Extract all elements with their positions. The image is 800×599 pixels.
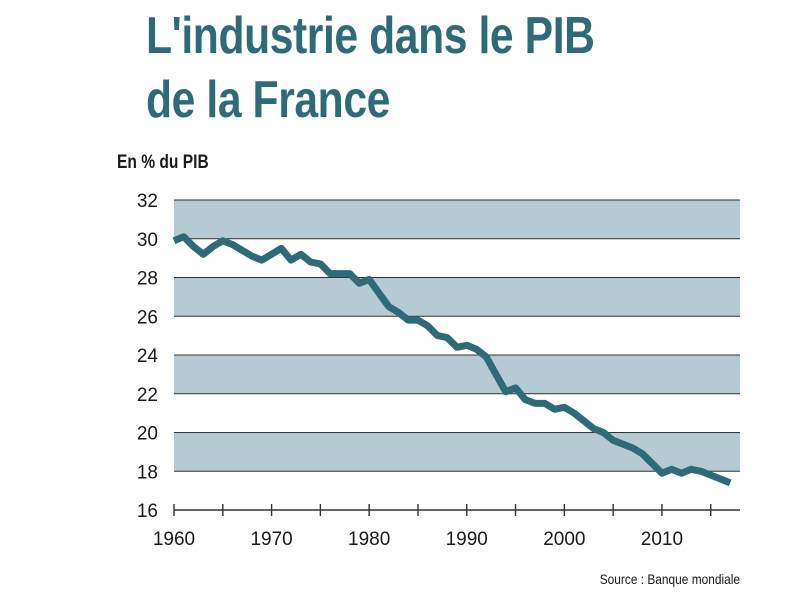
x-tick-label-1980: 1980 — [348, 529, 390, 550]
y-tick-label-26: 26 — [137, 307, 158, 328]
chart-title: L'industrie dans le PIB de la France — [146, 4, 654, 132]
chart-gridlines — [174, 199, 740, 511]
x-axis-ticks: 1960 1970 1980 1990 2000 2010 — [153, 504, 712, 550]
band-30-32 — [174, 200, 740, 239]
chart-series — [172, 233, 732, 487]
x-tick-label-1960: 1960 — [153, 529, 195, 550]
y-tick-label-32: 32 — [137, 191, 158, 212]
band-18-20 — [174, 432, 740, 472]
x-tick-label-1970: 1970 — [250, 529, 292, 550]
x-tick-label-2000: 2000 — [543, 529, 585, 550]
chart-title-line-2: de la France — [146, 71, 390, 129]
band-26-28 — [174, 277, 740, 317]
y-tick-label-28: 28 — [137, 269, 158, 290]
y-axis-label: En % du PIB — [117, 152, 209, 173]
y-tick-label-24: 24 — [137, 346, 159, 367]
x-tick-label-2010: 2010 — [641, 529, 683, 550]
chart-title-line-1: L'industrie dans le PIB — [146, 7, 595, 65]
y-tick-label-22: 22 — [137, 385, 158, 406]
y-tick-label-20: 20 — [137, 424, 158, 445]
y-tick-label-18: 18 — [137, 462, 158, 483]
series-line-0 — [172, 233, 732, 487]
x-tick-label-1990: 1990 — [446, 529, 488, 550]
y-tick-label-16: 16 — [137, 501, 158, 522]
band-22-24 — [174, 355, 740, 394]
y-axis-ticks: 16 18 20 22 24 26 28 30 32 — [137, 191, 159, 522]
source-note: Source : Banque mondiale — [599, 571, 740, 587]
y-tick-label-30: 30 — [137, 230, 158, 251]
chart-bands — [174, 200, 740, 472]
